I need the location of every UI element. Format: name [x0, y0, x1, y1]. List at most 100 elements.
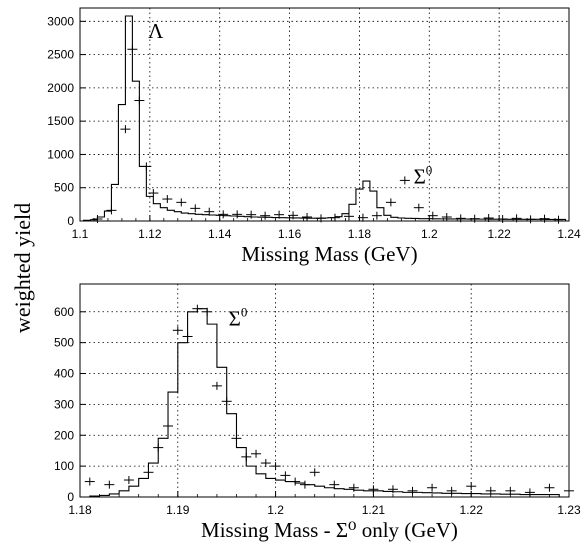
x-tick-label: 1.18: [68, 503, 92, 517]
x-tick-label: 1.12: [138, 227, 162, 241]
data-point: [202, 307, 213, 316]
data-point: [120, 125, 131, 134]
x-tick-label: 1.2: [267, 503, 284, 517]
x-tick-label: 1.19: [166, 503, 190, 517]
data-point: [274, 210, 285, 219]
data-point: [176, 198, 187, 207]
data-point: [348, 483, 359, 492]
x-tick-label: 1.1: [72, 227, 89, 241]
y-tick-label: 1500: [47, 114, 74, 128]
data-point: [232, 210, 243, 219]
y-tick-label: 0: [67, 490, 74, 504]
data-point: [505, 486, 516, 495]
histogram-step-line: [80, 308, 560, 498]
bottom-data-points: [84, 304, 574, 497]
data-point: [192, 304, 203, 313]
x-tick-label: 1.21: [362, 503, 386, 517]
data-point: [441, 213, 452, 222]
bottom-histogram: [80, 308, 560, 498]
data-point: [182, 332, 193, 341]
y-tick-label: 2000: [47, 81, 74, 95]
data-point: [104, 480, 115, 489]
data-point: [485, 486, 496, 495]
bottom-x-axis-label: Missing Mass - Σ⁰ only (GeV): [201, 518, 458, 542]
data-point: [84, 477, 95, 486]
x-tick-label: 1.22: [487, 227, 511, 241]
data-point: [544, 483, 555, 492]
data-point: [343, 212, 354, 221]
y-tick-label: 200: [54, 428, 74, 442]
y-tick-label: 500: [54, 336, 74, 350]
top-annotations: ΛΣ0: [148, 19, 432, 189]
x-tick-label: 1.16: [278, 227, 302, 241]
data-point: [427, 483, 438, 492]
data-point: [466, 482, 477, 491]
y-tick-label: 300: [54, 397, 74, 411]
x-tick-label: 1.23: [557, 503, 581, 517]
y-tick-label: 500: [54, 181, 74, 195]
data-point: [329, 213, 340, 222]
data-point: [399, 176, 410, 185]
data-point: [106, 206, 117, 215]
data-point: [241, 452, 252, 461]
x-tick-label: 1.22: [460, 503, 484, 517]
data-point: [218, 210, 229, 219]
data-point: [123, 476, 134, 485]
y-tick-label: 100: [54, 459, 74, 473]
bottom-grid: [80, 284, 569, 497]
data-point: [329, 480, 340, 489]
bottom-axis-ticks: 1.18 1.19 1.2 1.21 1.22 1.23 0 100 200 300 400 500 6…: [54, 283, 581, 517]
peak-annotation: Σ0: [229, 305, 248, 331]
top-missing-mass-panel: 1.1 1.12 1.14 1.16 1.18 1.2 1.22 1.24 0 500 1000 15…: [47, 7, 581, 266]
data-point: [387, 485, 398, 494]
x-tick-label: 1.2: [421, 227, 438, 241]
plot-frame: [79, 7, 570, 222]
data-point: [446, 486, 457, 495]
data-point: [141, 162, 152, 171]
histogram-step-line: [82, 15, 567, 221]
peak-annotation: Λ: [148, 19, 164, 43]
data-point: [280, 471, 291, 480]
data-point: [204, 207, 215, 216]
x-tick-label: 1.18: [348, 227, 372, 241]
data-point: [163, 422, 174, 430]
top-x-axis-label: Missing Mass (GeV): [241, 242, 417, 266]
data-point: [221, 397, 232, 406]
top-histogram: [82, 15, 567, 221]
y-tick-label: 2500: [47, 48, 74, 62]
data-point: [290, 477, 301, 486]
data-point: [385, 198, 396, 207]
y-tick-label: 0: [67, 214, 74, 228]
plot-frame: [79, 283, 570, 498]
data-point: [309, 468, 320, 477]
y-tick-label: 3000: [47, 14, 74, 28]
data-point: [172, 326, 183, 335]
top-grid: [80, 8, 569, 221]
data-point: [127, 45, 138, 54]
x-tick-label: 1.14: [208, 227, 232, 241]
data-point: [251, 449, 262, 458]
data-point: [407, 486, 418, 495]
data-point: [371, 211, 382, 220]
y-tick-label: 1000: [47, 147, 74, 161]
top-axis-ticks: 1.1 1.12 1.14 1.16 1.18 1.2 1.22 1.24 0 500 1000 15…: [47, 7, 581, 241]
data-point: [260, 459, 271, 468]
shared-y-axis-label: weighted yield: [10, 203, 35, 333]
top-data-points: [92, 45, 564, 224]
data-point: [302, 213, 313, 222]
bottom-sigma-only-panel: 1.18 1.19 1.2 1.21 1.22 1.23 0 100 200 300 400 500 6…: [54, 283, 581, 542]
data-point: [299, 480, 310, 489]
data-point: [270, 462, 281, 471]
data-point: [246, 210, 257, 219]
data-point: [134, 96, 145, 105]
y-tick-label: 600: [54, 305, 74, 319]
data-point: [413, 203, 424, 212]
bottom-annotations: Σ0: [229, 305, 248, 331]
x-tick-label: 1.24: [557, 227, 581, 241]
data-point: [190, 204, 201, 213]
data-point: [211, 381, 222, 390]
data-point: [153, 443, 164, 452]
data-point: [231, 434, 242, 443]
data-point: [162, 195, 173, 204]
